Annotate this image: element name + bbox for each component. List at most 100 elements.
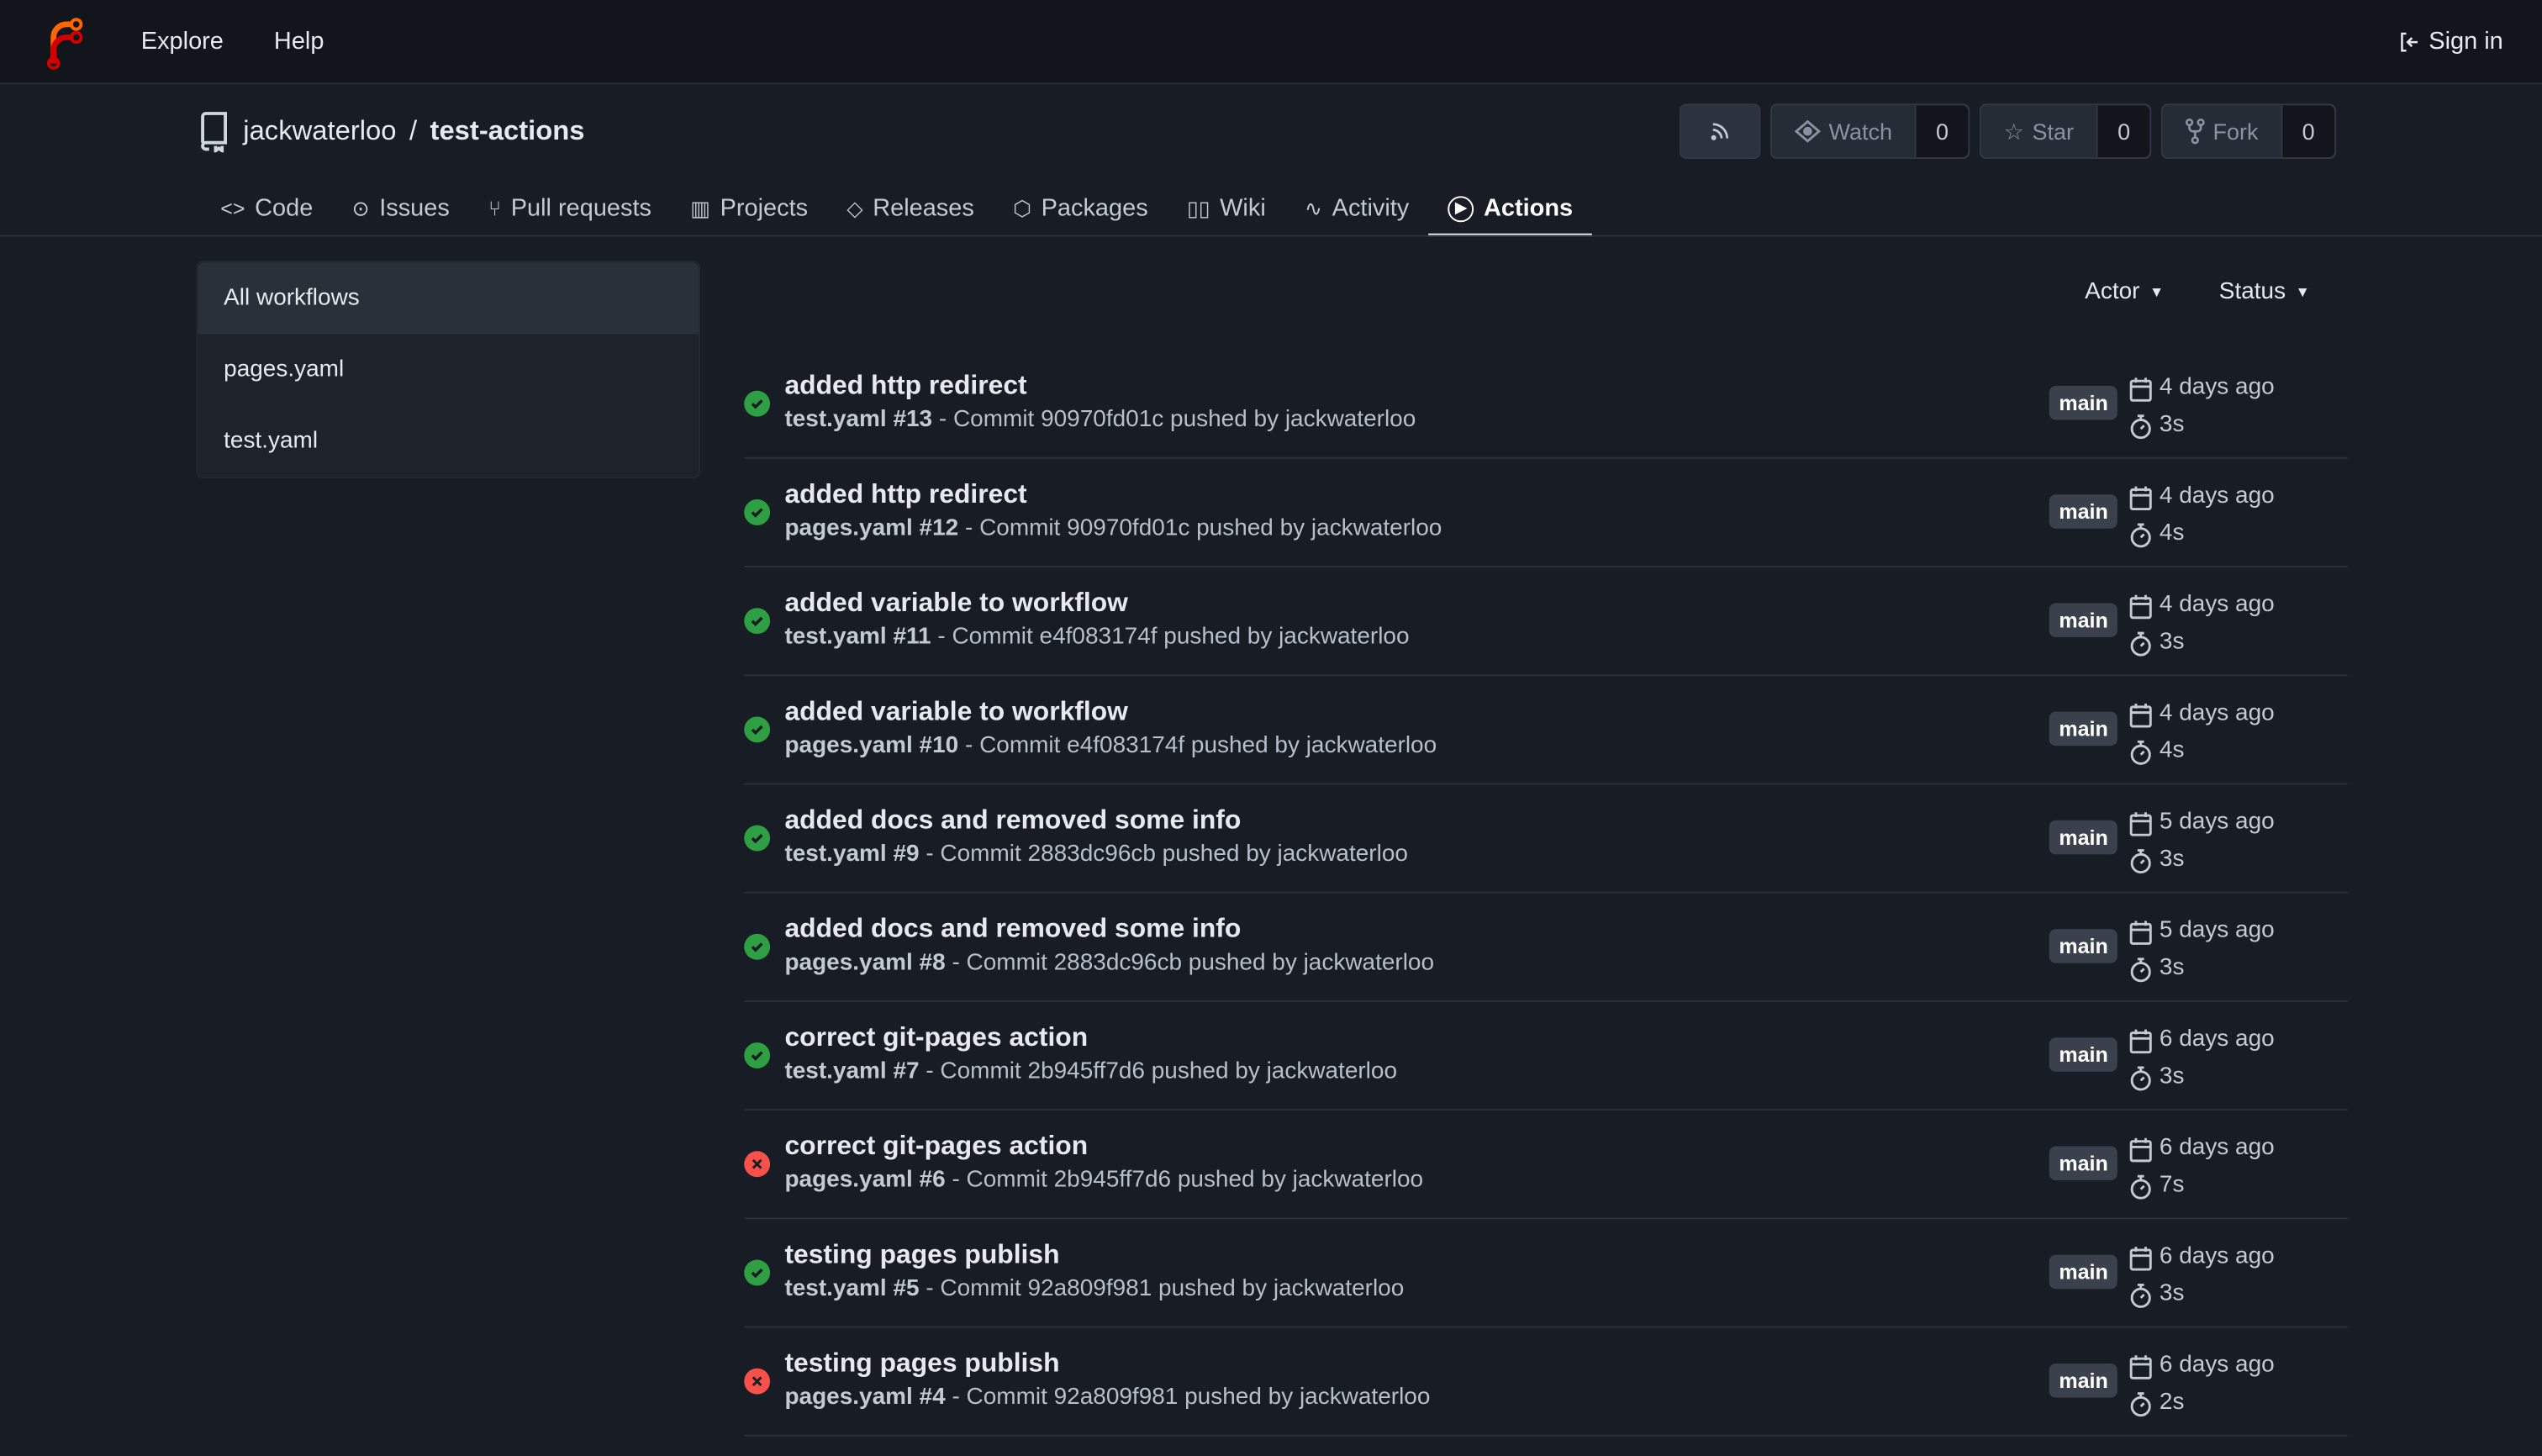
branch-badge[interactable]: main [2049,603,2118,637]
fork-count[interactable]: 0 [2281,105,2334,158]
calendar-icon [2129,377,2152,401]
workflow-run-row[interactable]: correct git-pages action test.yaml #7 - … [744,1002,2348,1111]
success-check-icon [744,390,771,417]
run-workflow: test.yaml #11 [784,624,931,651]
tab-pull-requests[interactable]: ⑂ Pull requests [469,183,671,234]
watch-count[interactable]: 0 [1914,105,1969,158]
star-button[interactable]: ☆ Star 0 [1979,103,2152,160]
run-commit-detail: - Commit 92a809f981 pushed by jackwaterl… [952,1385,1431,1411]
run-commit-detail: - Commit 2b945ff7d6 pushed by jackwaterl… [926,1058,1398,1085]
run-workflow: pages.yaml #8 [784,950,946,977]
branch-badge[interactable]: main [2049,1037,2118,1072]
run-title-link[interactable]: testing pages publish [784,1348,1060,1379]
stopwatch-icon [2130,630,2151,656]
run-title-link[interactable]: added docs and removed some info [784,914,1242,944]
repo-name-link[interactable]: test-actions [430,114,585,146]
run-duration: 4s [2159,737,2185,764]
tab-label: Code [255,194,314,223]
run-workflow: pages.yaml #10 [784,732,959,759]
star-icon: ☆ [2003,117,2024,144]
success-check-icon [744,933,771,960]
sidebar-item[interactable]: test.yaml [224,428,319,455]
fork-button[interactable]: Fork 0 [2160,103,2336,160]
run-subtitle: pages.yaml #12 - Commit 90970fd01c pushe… [784,515,1442,541]
workflow-run-row[interactable]: added docs and removed some info test.ya… [744,784,2348,894]
nav-explore[interactable]: Explore [140,27,224,55]
workflow-run-row[interactable]: testing pages publish pages.yaml #4 - Co… [744,1328,2348,1437]
tab-actions[interactable]: ▶ Actions [1428,183,1593,237]
stopwatch-icon [2130,414,2151,439]
run-title-link[interactable]: added http redirect [784,371,1027,401]
branch-badge[interactable]: main [2049,820,2118,855]
repo-tabs: <> Code ⊙ Issues ⑂ Pull requests ▥ Projects ◇ Rel… [201,183,1593,237]
branch-badge[interactable]: main [2049,1146,2118,1181]
run-title-link[interactable]: added variable to workflow [784,697,1128,727]
run-time-ago: 5 days ago [2159,809,2275,836]
run-subtitle: test.yaml #11 - Commit e4f083174f pushed… [784,625,1409,651]
run-title-link[interactable]: correct git-pages action [784,1132,1089,1161]
tab-activity[interactable]: ∿ Activity [1285,183,1429,234]
tag-icon: ◇ [846,195,863,220]
fork-icon [2185,118,2205,145]
run-title-link[interactable]: added http redirect [784,479,1027,509]
forgejo-logo-icon[interactable] [42,14,84,70]
run-commit-detail: - Commit 2883dc96cb pushed by jackwaterl… [926,841,1408,868]
repo-separator: / [409,114,418,146]
workflow-run-row[interactable]: added http redirect test.yaml #13 - Comm… [744,351,2348,459]
tab-wiki[interactable]: ▯▯ Wiki [1168,183,1285,234]
caret-down-icon: ▼ [2295,283,2310,301]
actor-filter-dropdown[interactable]: Actor ▼ [2085,279,2164,305]
tab-packages[interactable]: ⬡ Packages [994,183,1168,234]
stopwatch-icon [2130,848,2151,873]
tab-releases[interactable]: ◇ Releases [827,183,994,234]
watch-label: Watch [1828,118,1892,145]
sidebar-item[interactable]: pages.yaml [224,356,345,383]
tab-projects[interactable]: ▥ Projects [671,183,827,234]
branch-badge[interactable]: main [2049,1254,2118,1290]
branch-badge[interactable]: main [2049,1363,2118,1398]
branch-badge[interactable]: main [2049,386,2118,420]
watch-button[interactable]: Watch 0 [1770,103,1970,160]
run-workflow: test.yaml #5 [784,1275,920,1302]
failure-x-icon [744,1151,771,1178]
run-subtitle: pages.yaml #6 - Commit 2b945ff7d6 pushed… [784,1168,1423,1194]
tab-code[interactable]: <> Code [201,183,332,234]
run-time-ago: 4 days ago [2159,374,2275,401]
rss-feed-button[interactable] [1680,103,1761,160]
run-duration: 7s [2159,1172,2185,1199]
nav-help[interactable]: Help [273,27,324,55]
sign-in-link[interactable]: Sign in [2398,28,2503,55]
workflow-run-row[interactable]: added variable to workflow test.yaml #11… [744,567,2348,677]
run-title-link[interactable]: added variable to workflow [784,588,1128,618]
branch-badge[interactable]: main [2049,929,2118,963]
workflow-run-row[interactable]: added docs and removed some info pages.y… [744,894,2348,1002]
run-subtitle: test.yaml #9 - Commit 2883dc96cb pushed … [784,841,1407,868]
run-subtitle: test.yaml #13 - Commit 90970fd01c pushed… [784,407,1416,433]
workflow-run-row[interactable]: testing pages publish test.yaml #5 - Com… [744,1219,2348,1328]
pull-request-icon: ⑂ [488,196,502,221]
stopwatch-icon [2130,1391,2151,1416]
tab-issues[interactable]: ⊙ Issues [332,183,469,234]
run-workflow: test.yaml #9 [784,841,920,868]
branch-badge[interactable]: main [2049,711,2118,746]
run-title-link[interactable]: correct git-pages action [784,1022,1089,1052]
repo-icon [201,112,228,153]
star-count[interactable]: 0 [2096,105,2150,158]
sidebar-item[interactable]: All workflows [198,262,699,335]
divider [0,235,2542,237]
status-filter-dropdown[interactable]: Status ▼ [2219,279,2310,305]
workflow-run-row[interactable]: correct git-pages action pages.yaml #6 -… [744,1110,2348,1220]
workflow-run-row[interactable]: added variable to workflow pages.yaml #1… [744,676,2348,785]
calendar-icon [2129,1354,2152,1379]
run-workflow: test.yaml #7 [784,1058,920,1085]
workflow-run-row[interactable]: added http redirect pages.yaml #12 - Com… [744,459,2348,568]
run-time-ago: 4 days ago [2159,700,2275,727]
run-title-link[interactable]: added docs and removed some info [784,805,1242,836]
branch-badge[interactable]: main [2049,494,2118,529]
run-time-ago: 4 days ago [2159,483,2275,509]
repo-owner-link[interactable]: jackwaterloo [243,114,397,146]
run-subtitle: test.yaml #5 - Commit 92a809f981 pushed … [784,1276,1404,1302]
success-check-icon [744,608,771,635]
run-commit-detail: - Commit 2b945ff7d6 pushed by jackwaterl… [952,1167,1424,1194]
run-title-link[interactable]: testing pages publish [784,1240,1060,1270]
